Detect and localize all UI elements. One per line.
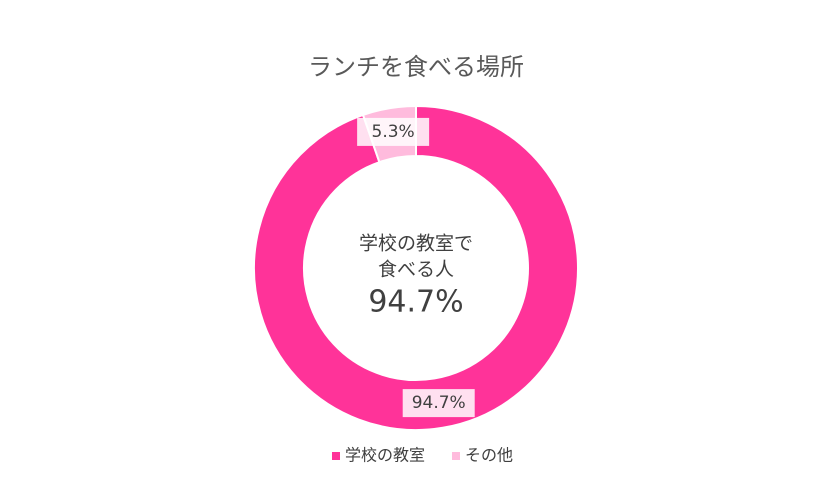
center-text: 94.7%	[368, 285, 463, 320]
data-label: 94.7%	[412, 393, 466, 413]
legend-marker	[452, 452, 460, 460]
center-text: 学校の教室で	[359, 233, 473, 255]
legend-label: その他	[465, 446, 513, 465]
legend-label: 学校の教室	[345, 446, 425, 465]
chart-title: ランチを食べる場所	[308, 53, 524, 81]
data-label-box	[402, 389, 475, 418]
center-text: 食べる人	[378, 259, 454, 281]
donut-slice	[253, 104, 579, 431]
legend-marker	[332, 452, 340, 460]
data-label-box	[357, 117, 430, 146]
data-label: 5.3%	[372, 122, 415, 142]
